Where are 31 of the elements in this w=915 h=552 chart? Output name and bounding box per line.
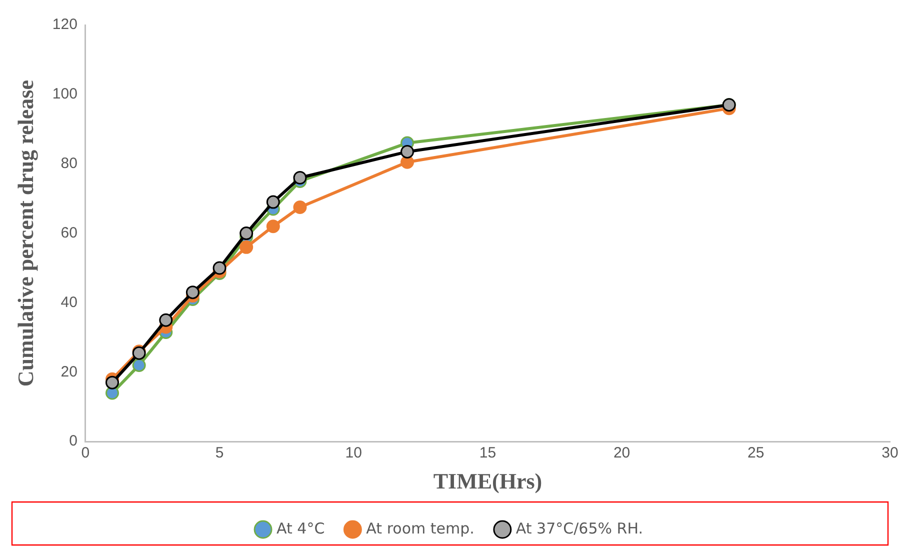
y-tick-label: 100 <box>52 86 78 103</box>
y-tick-label: 0 <box>69 432 78 450</box>
legend-label: At 4°C <box>276 519 325 538</box>
y-tick-label: 40 <box>60 294 78 311</box>
point <box>240 226 254 240</box>
point <box>132 358 146 372</box>
y-tick-label: 20 <box>60 363 78 380</box>
y-tick-label: 120 <box>52 16 78 34</box>
point <box>212 261 226 275</box>
x-tick-label: 0 <box>81 444 90 462</box>
x-tick-label: 10 <box>345 444 362 462</box>
point <box>159 313 173 327</box>
x-tick-label: 25 <box>748 444 764 462</box>
legend-label: At 37°C/65% RH. <box>516 519 643 538</box>
point <box>266 195 280 209</box>
point <box>293 200 307 214</box>
y-axis-title: Cumulative percent drug release <box>12 80 38 387</box>
x-tick-label: 30 <box>882 444 898 462</box>
point <box>240 240 254 254</box>
y-tick-label: 60 <box>60 224 78 242</box>
x-axis-title: TIME(Hrs) <box>433 468 542 494</box>
point <box>400 144 414 158</box>
point <box>293 171 307 185</box>
y-tick-label: 80 <box>60 155 78 172</box>
x-tick-label: 15 <box>479 444 496 462</box>
point <box>105 376 119 390</box>
point <box>266 220 280 234</box>
point <box>186 286 200 300</box>
legend-label: At room temp. <box>366 519 474 538</box>
x-tick-label: 20 <box>613 444 630 462</box>
x-tick-label: 5 <box>215 444 224 462</box>
